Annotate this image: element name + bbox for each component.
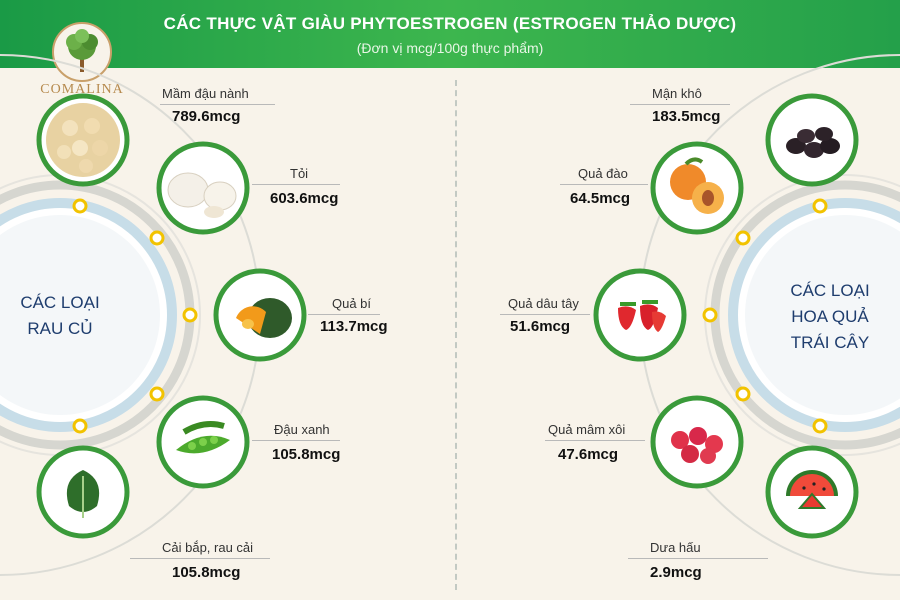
item-label: Đậu xanh (274, 422, 330, 437)
tree-logo-icon (52, 22, 112, 82)
brand-name: COMALINA (40, 82, 124, 97)
page-title: CÁC THỰC VẬT GIÀU PHYTOESTROGEN (ESTROGE… (163, 14, 737, 33)
item-value: 64.5mcg (570, 190, 631, 207)
header-banner (0, 0, 900, 68)
item-value: 51.6mcg (510, 318, 571, 335)
prune-icon (765, 93, 859, 187)
item-label: Dưa hấu (650, 540, 701, 555)
item-label: Tỏi (290, 166, 309, 181)
center-divider (455, 80, 457, 590)
right-category-label: CÁC LOẠI HOA QUẢ TRÁI CÂY (790, 281, 870, 352)
item-value: 183.5mcg (652, 108, 721, 125)
watermelon-icon (765, 445, 859, 539)
item-value: 789.6mcg (172, 108, 241, 125)
item-label: Quả đào (578, 166, 628, 181)
cabbage-icon (36, 445, 130, 539)
item-label: Quả bí (332, 296, 372, 311)
left-category-label: CÁC LOẠI RAU CỦ (20, 293, 100, 338)
soybean-icon (36, 93, 130, 187)
raspberry-icon (650, 395, 744, 489)
page-subtitle: (Đơn vị mcg/100g thực phẩm) (356, 40, 544, 56)
green-pea-icon (156, 395, 250, 489)
peach-icon (650, 141, 744, 235)
item-label: Mận khô (652, 86, 702, 101)
item-value: 113.7mcg (320, 318, 388, 335)
item-value: 603.6mcg (270, 190, 339, 207)
item-value: 105.8mcg (172, 564, 241, 581)
item-label: Quả mâm xôi (548, 422, 626, 437)
garlic-icon (156, 141, 250, 235)
item-label: Quả dâu tây (508, 296, 579, 311)
item-label: Mầm đậu nành (162, 86, 249, 101)
item-value: 2.9mcg (650, 564, 702, 581)
item-label: Cải bắp, rau cải (162, 540, 254, 555)
item-value: 105.8mcg (272, 446, 341, 463)
item-value: 47.6mcg (558, 446, 619, 463)
strawberry-icon (593, 268, 687, 362)
pumpkin-icon (213, 268, 307, 362)
